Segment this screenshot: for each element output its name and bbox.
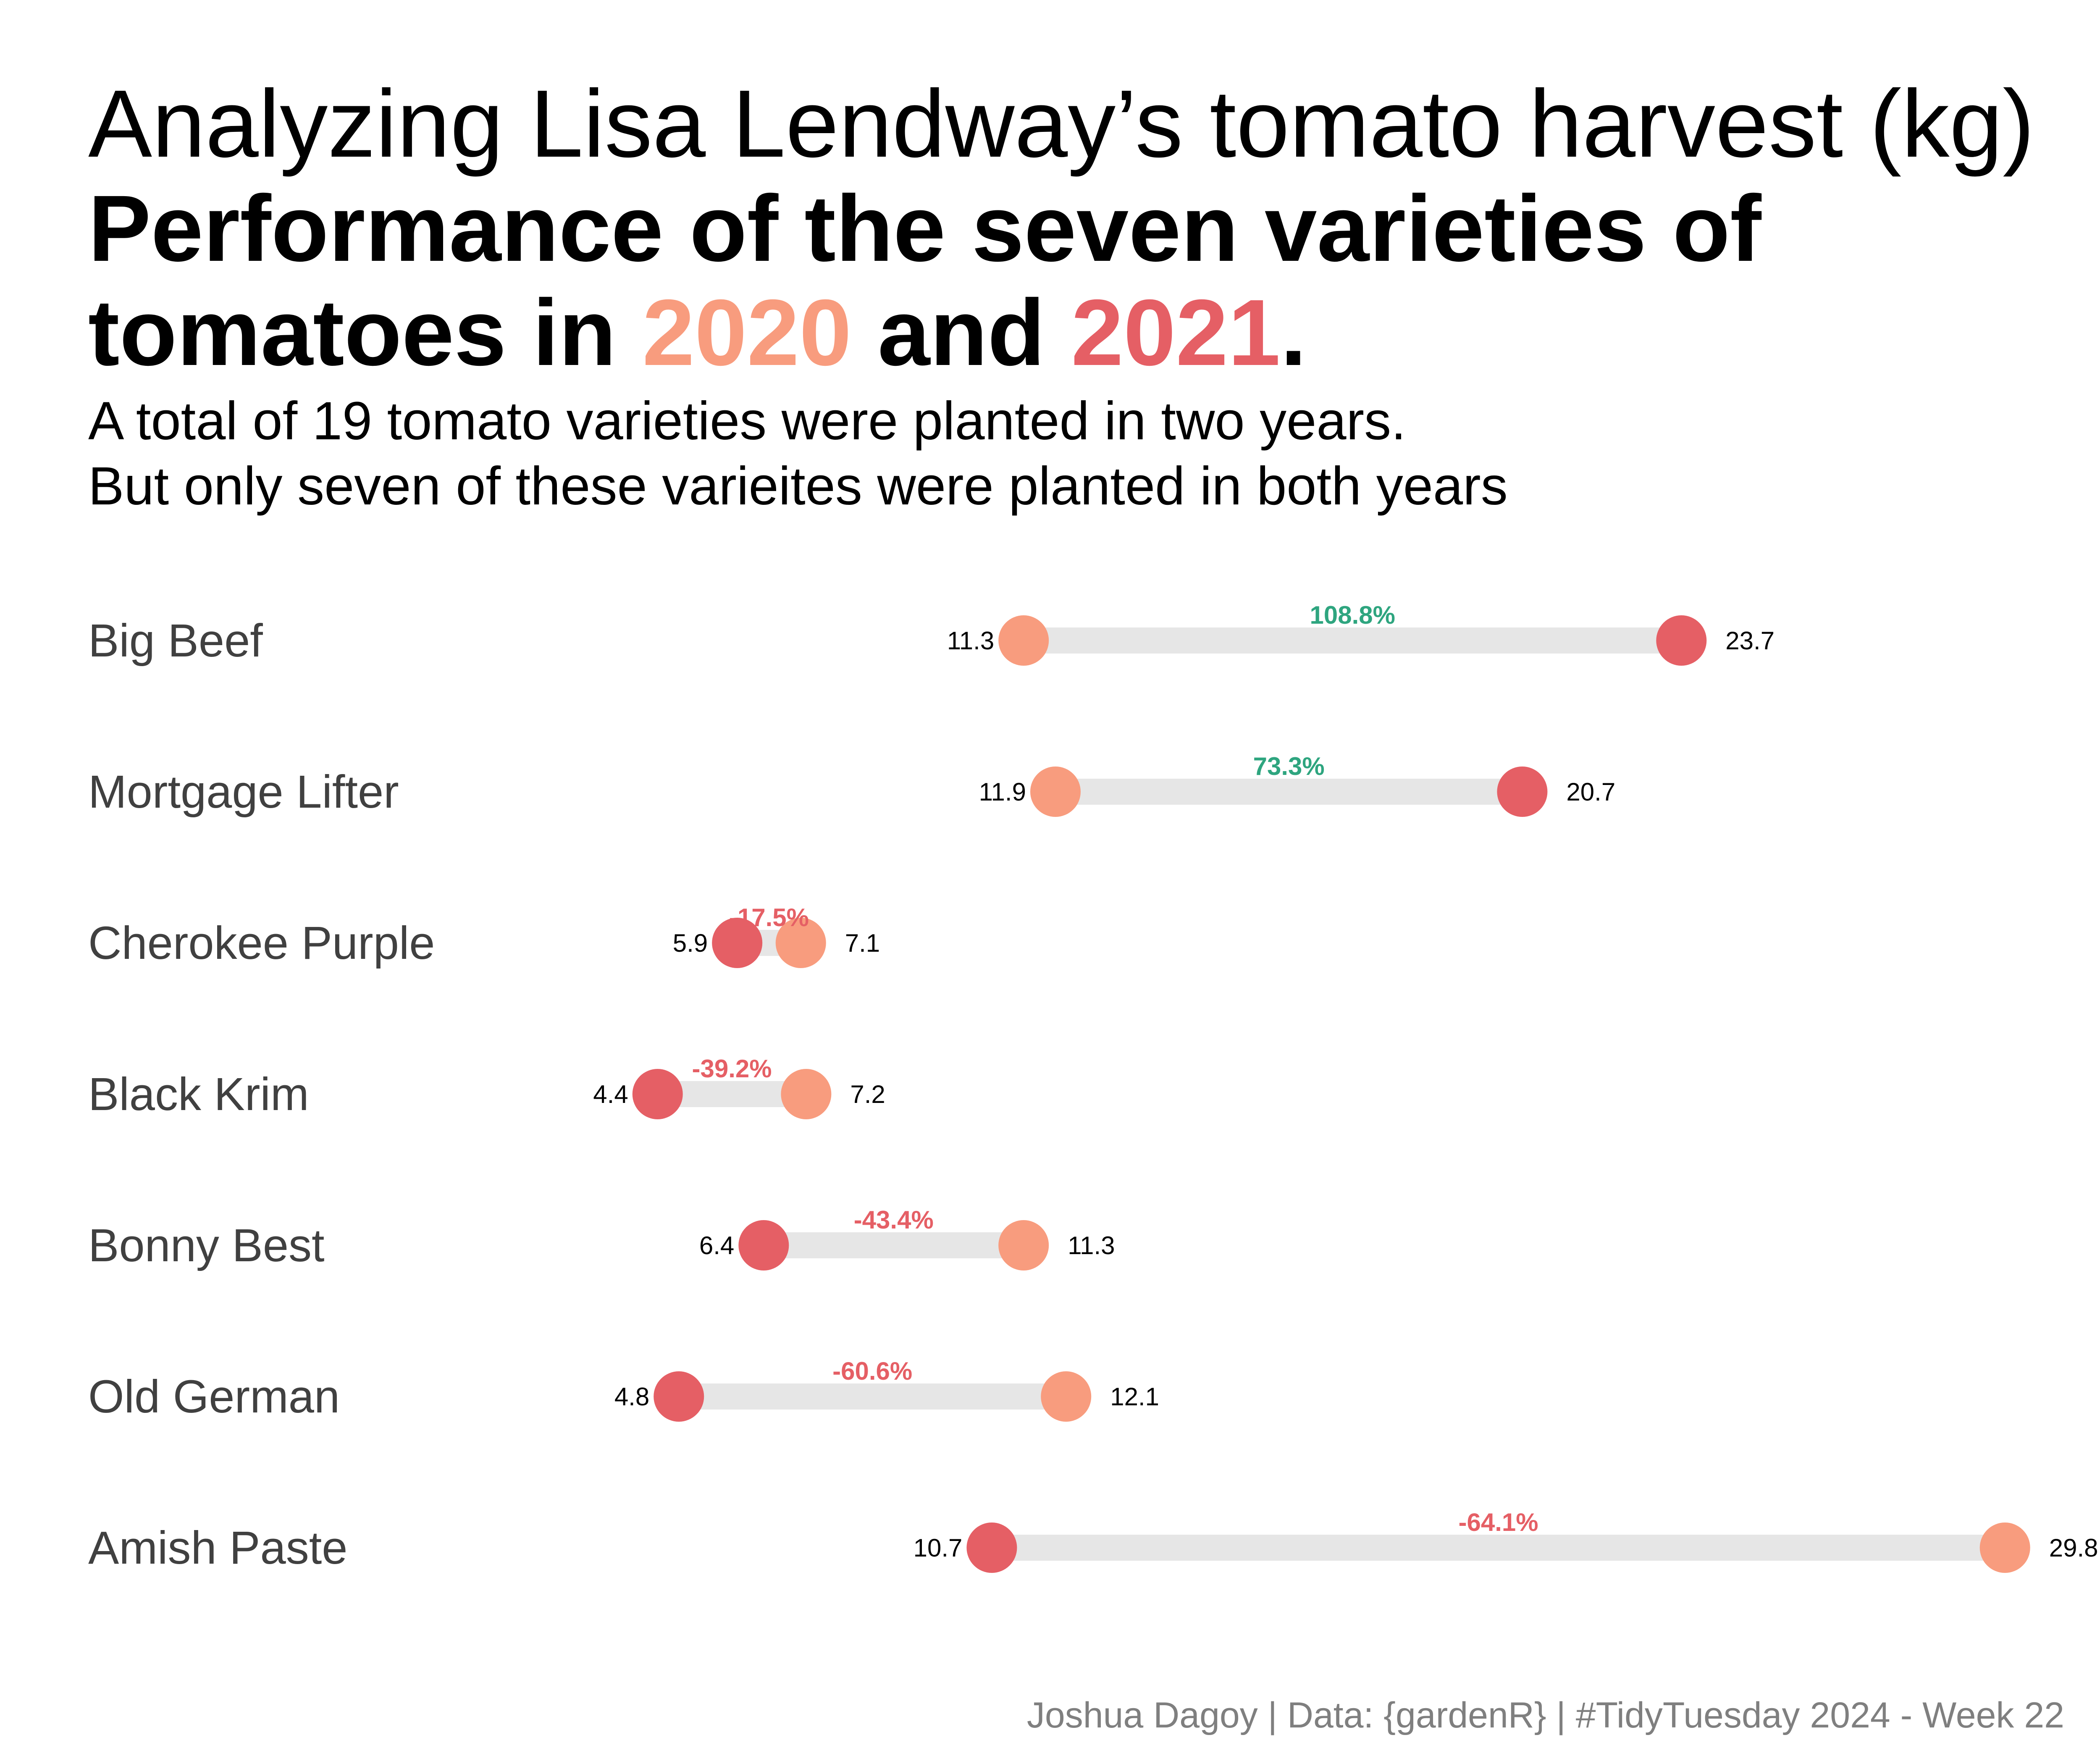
point-2020 [775,918,826,968]
value-label-low: 4.4 [593,1080,628,1108]
value-label-high: 7.2 [850,1080,885,1108]
subtitle-line-1: A total of 19 tomato varieties were plan… [88,391,1406,451]
value-label-high: 11.3 [1068,1231,1115,1260]
percent-change-label: 108.8% [1310,601,1396,629]
category-label: Black Krim [88,1068,309,1120]
category-label: Amish Paste [88,1522,347,1574]
point-2020 [998,1220,1049,1270]
point-2021 [654,1371,704,1422]
value-label-high: 29.8 [2049,1534,2098,1562]
subtitle-line-2: But only seven of these varieites were p… [88,456,1508,516]
value-label-high: 23.7 [1725,627,1774,655]
category-label: Old German [88,1371,340,1423]
headline-year-2021: 2021 [1071,280,1281,385]
value-label-low: 6.4 [699,1231,734,1260]
percent-change-label: -17.5% [729,903,809,932]
category-label: Bonny Best [88,1220,325,1271]
headline-text: Performance of the seven varieties of to… [88,176,1761,385]
percent-change-label: -64.1% [1459,1508,1538,1536]
value-label-high: 7.1 [845,929,880,957]
chart-caption: Joshua Dagoy | Data: {gardenR} | #TidyTu… [1026,1695,2064,1735]
point-2020 [998,615,1049,666]
percent-change-label: -43.4% [854,1206,934,1234]
value-label-high: 12.1 [1110,1383,1159,1411]
value-label-low: 4.8 [614,1383,649,1411]
percent-change-label: -39.2% [692,1055,772,1083]
value-label-low: 11.9 [979,778,1026,806]
chart-title: Analyzing Lisa Lendway’s tomato harvest … [88,71,2035,177]
percent-change-label: -60.6% [832,1357,912,1385]
point-2020 [1041,1371,1092,1422]
point-2021 [712,918,763,968]
value-label-low: 5.9 [673,929,708,957]
point-2021 [966,1522,1017,1573]
headline-period: . [1280,280,1307,385]
value-label-low: 10.7 [914,1534,963,1562]
headline-and: and [851,280,1071,385]
point-2021 [1497,766,1548,817]
category-label: Big Beef [88,615,263,667]
point-2021 [1656,615,1707,666]
point-2020 [1030,766,1081,817]
percent-change-label: 73.3% [1253,752,1325,780]
point-2020 [781,1069,832,1119]
category-label: Mortgage Lifter [88,766,399,818]
point-2020 [1979,1522,2030,1573]
headline-year-2020: 2020 [642,280,852,385]
value-label-high: 20.7 [1566,778,1615,806]
category-label: Cherokee Purple [88,917,435,969]
value-label-low: 11.3 [947,627,994,655]
chart-headline: Performance of the seven varieties of to… [88,176,2020,385]
chart-subtitle: A total of 19 tomato varieties were plan… [88,388,1508,519]
point-2021 [738,1220,789,1270]
point-2021 [632,1069,683,1119]
